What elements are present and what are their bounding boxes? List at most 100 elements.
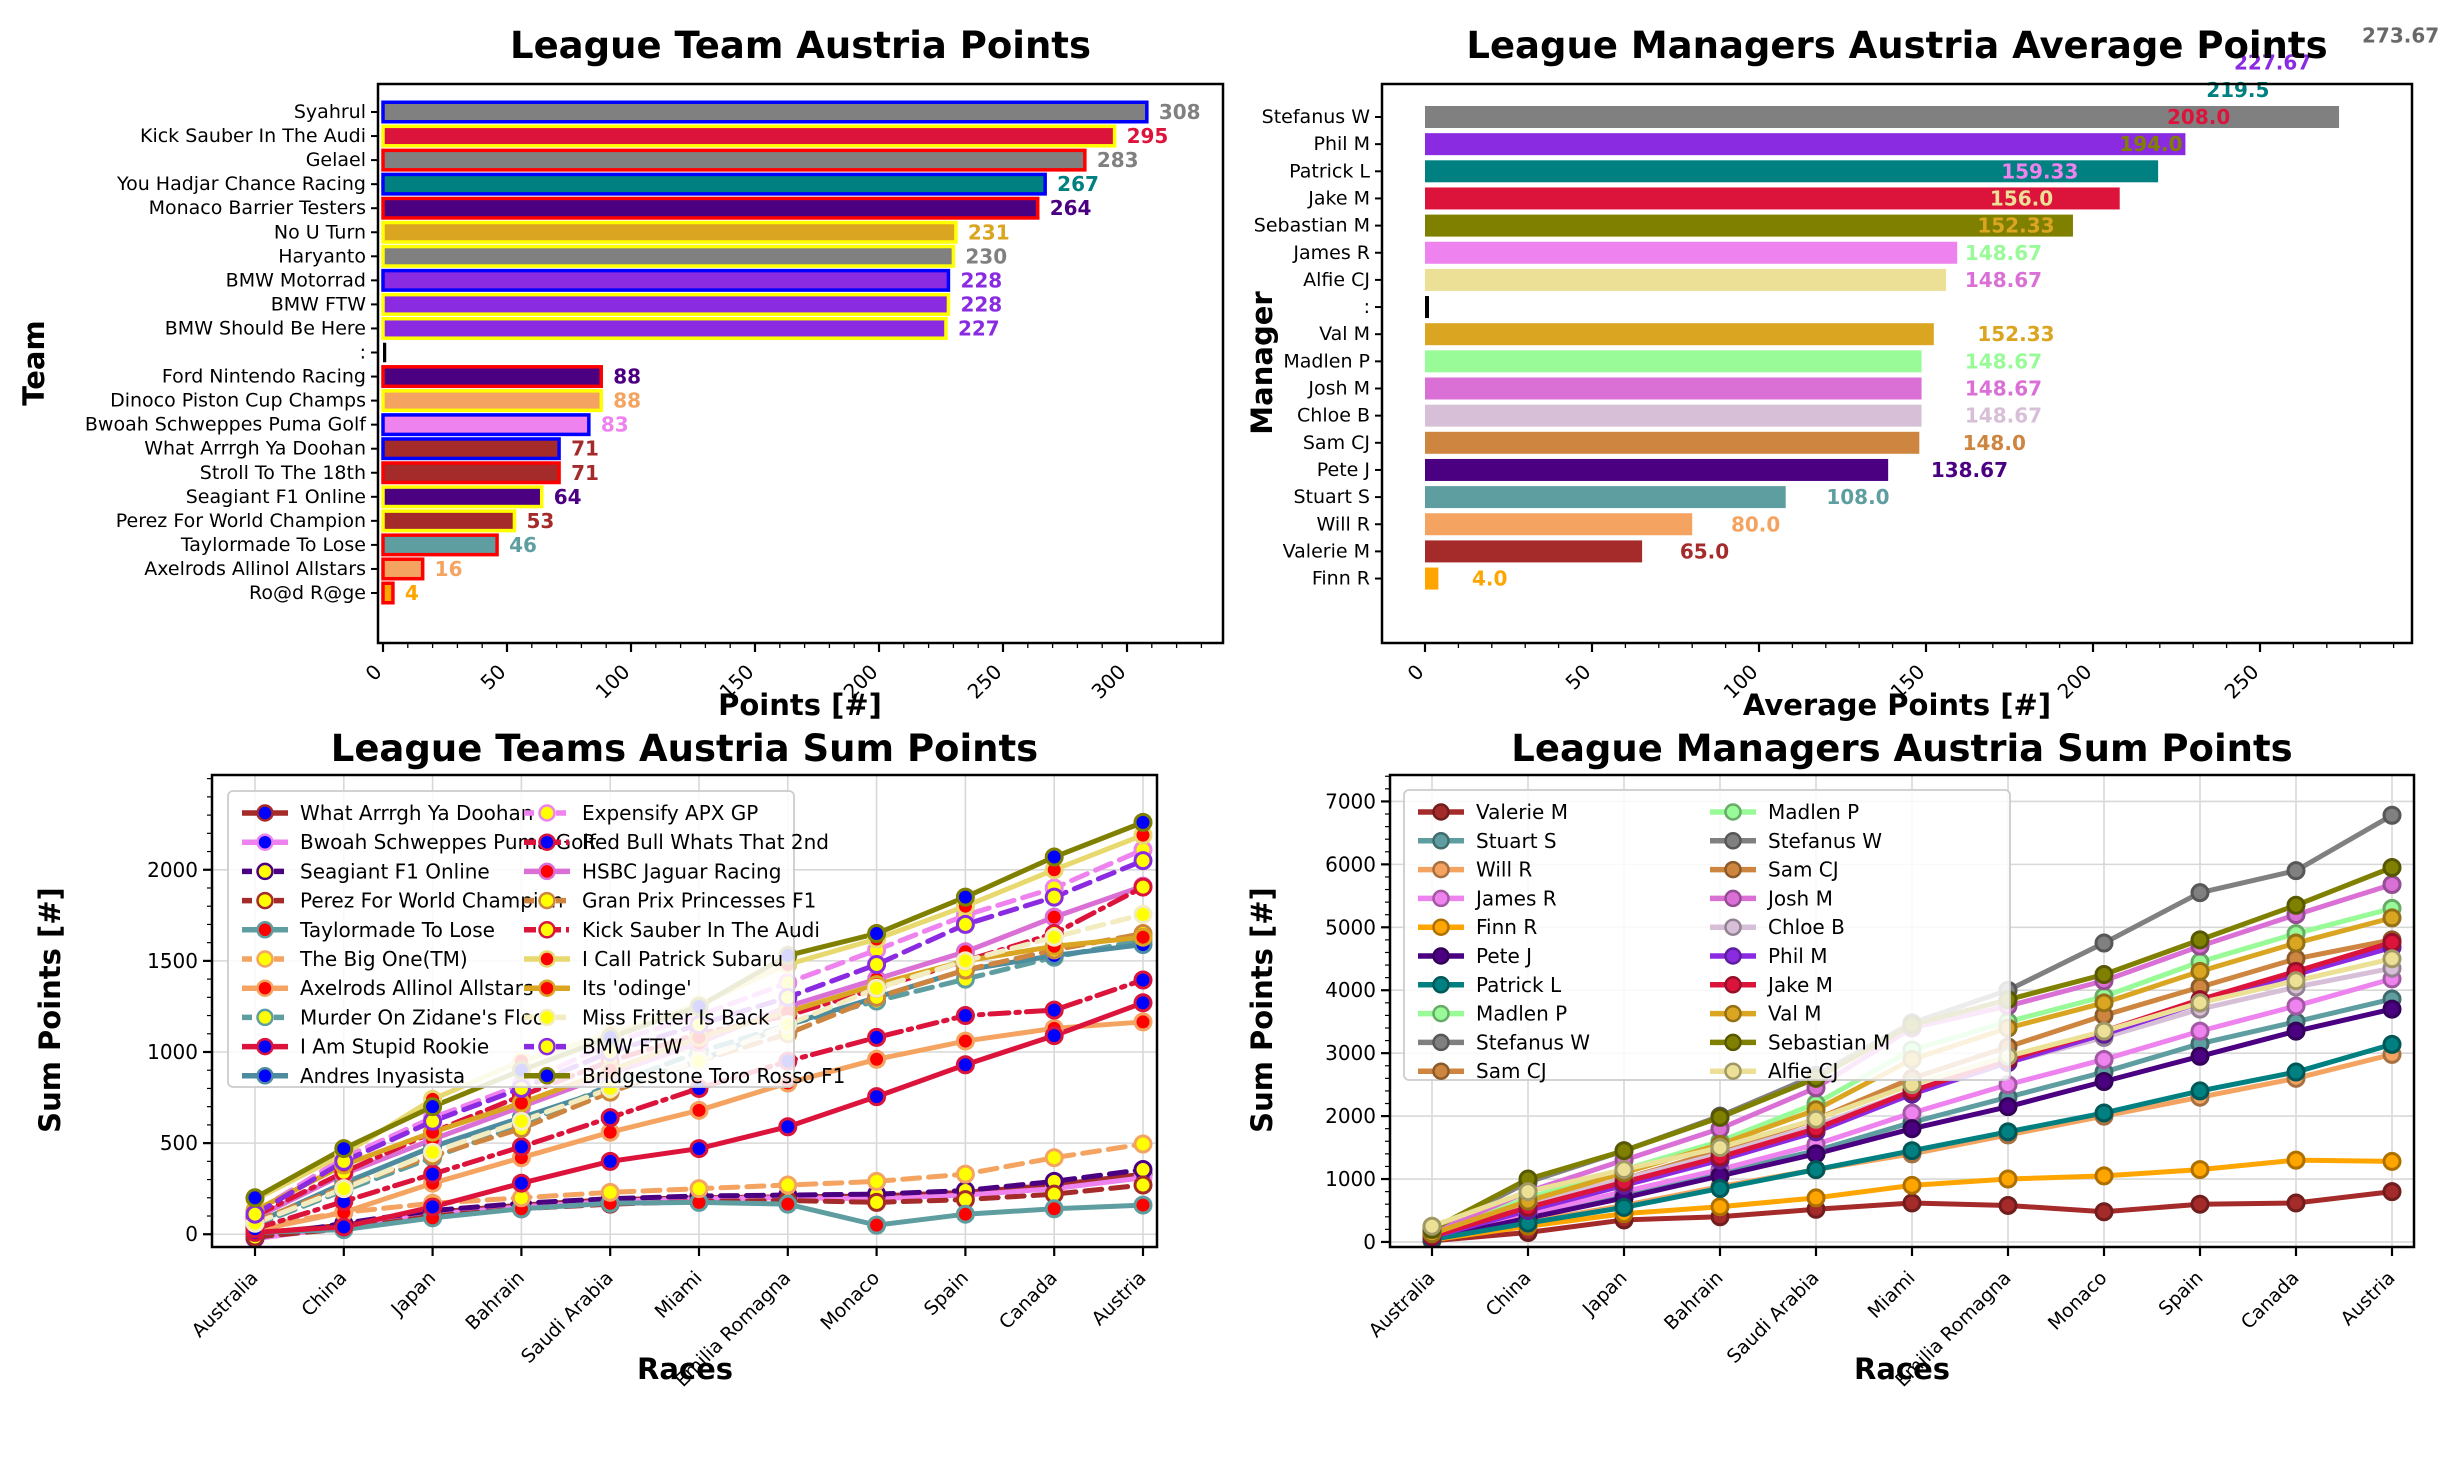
legend-label: Red Bull Whats That 2nd — [582, 830, 829, 854]
marker — [778, 1117, 798, 1137]
bar — [381, 485, 544, 509]
bar — [1425, 187, 2120, 210]
legend-label: The Big One(TM) — [299, 947, 468, 971]
marker — [1710, 1197, 1730, 1217]
bar-value-label: 71 — [571, 461, 599, 485]
bar-value-label: 194.0 — [2119, 132, 2182, 156]
x-tick-label: Japan — [1578, 1267, 1632, 1321]
legend-marker — [538, 862, 556, 881]
marker — [867, 955, 887, 975]
legend-item: Andres Inyasista — [242, 1064, 465, 1088]
title-teams-sum: League Teams Austria Sum Points — [330, 727, 1039, 770]
bar — [381, 268, 951, 292]
bar-value-label: 108.0 — [1826, 485, 1889, 509]
bar-value-label: 46 — [509, 533, 537, 557]
legend-marker — [538, 833, 556, 851]
bar-category-label: Phil M — [1314, 133, 1371, 155]
legend-item: I Am Stupid Rookie — [242, 1035, 489, 1059]
x-tick-label: Bahrain — [461, 1267, 529, 1335]
marker — [423, 1097, 443, 1117]
marker — [1710, 1178, 1730, 1198]
legend-item: Valerie M — [1418, 800, 1568, 824]
bar — [381, 172, 1047, 196]
legend-label: Madlen P — [1768, 800, 1859, 824]
marker — [955, 1164, 975, 1184]
legend-label: Sebastian M — [1768, 1030, 1890, 1054]
marker — [2190, 993, 2210, 1013]
y-tick-label: 2000 — [1325, 1104, 1376, 1128]
axes-frame — [1380, 82, 2414, 645]
marker — [867, 1027, 887, 1047]
legend-marker — [1724, 889, 1742, 908]
marker — [867, 1215, 887, 1235]
legend-label: Miss Fritter Is Back — [582, 1005, 770, 1029]
bar — [1425, 431, 1920, 454]
title-team-points: League Team Austria Points — [510, 24, 1091, 67]
bar — [1425, 567, 1439, 590]
legend-marker — [256, 862, 274, 881]
axes-frame — [376, 82, 1225, 645]
bar-value-label: 4.0 — [1472, 567, 1507, 591]
bar-category-label: Perez For World Champion — [116, 510, 366, 532]
bar-value-label: 4 — [405, 581, 419, 605]
marker — [1710, 1107, 1730, 1127]
bar-value-label: 71 — [571, 437, 599, 461]
legend-marker — [1724, 832, 1742, 850]
x-tick-label: Monaco — [2044, 1267, 2112, 1335]
x-tick-label: Austria — [2337, 1267, 2400, 1330]
bar-category-label: James R — [1292, 242, 1370, 264]
bar-category-label: BMW Should Be Here — [165, 317, 366, 339]
bar-value-label: 148.0 — [1963, 431, 2026, 455]
bar-category-label: What Arrrgh Ya Doohan — [144, 438, 366, 460]
legend-marker — [538, 950, 556, 968]
bar-category-label: Dinoco Piston Cup Champs — [110, 390, 366, 412]
legend-marker — [1724, 803, 1742, 821]
xlabel-team-points: Points [#] — [718, 688, 882, 722]
bar-category-label: : — [360, 342, 366, 364]
marker — [1044, 927, 1064, 947]
marker — [1902, 1119, 1922, 1139]
y-tick-label: 0 — [185, 1222, 198, 1246]
legend-item: Stefanus W — [1418, 1030, 1590, 1054]
y-tick-label: 1000 — [1325, 1167, 1376, 1191]
x-tick-label: Spain — [2154, 1267, 2207, 1320]
legend-label: What Arrrgh Ya Doohan — [300, 801, 534, 825]
bar — [381, 220, 958, 244]
x-tick-label: 250 — [2220, 660, 2264, 704]
marker — [511, 1173, 531, 1193]
marker — [1133, 851, 1153, 871]
legend-item: Perez For World Champion — [242, 889, 563, 913]
legend-item: Murder On Zidane's Floor — [242, 1005, 554, 1029]
ylabel-manager-average: Manager — [1245, 291, 1279, 435]
legend-item: HSBC Jaguar Racing — [524, 859, 781, 883]
marker — [2190, 1046, 2210, 1066]
marker — [1614, 1141, 1634, 1161]
marker — [600, 1108, 620, 1128]
bar — [1425, 268, 1947, 291]
bar-value-label: 148.67 — [1965, 349, 2042, 373]
legend-label: Pete J — [1476, 944, 1532, 968]
legend-item: Will R — [1418, 858, 1532, 882]
axes-frame — [1388, 773, 2416, 1249]
bar-value-label: 228 — [960, 292, 1002, 316]
bar-category-label: Syahrul — [294, 101, 366, 123]
marker — [2382, 949, 2402, 969]
legend-item: Taylormade To Lose — [242, 918, 495, 942]
legend-marker — [256, 891, 274, 910]
legend-marker — [256, 804, 274, 822]
marker — [1044, 1026, 1064, 1046]
legend-label: Stuart S — [1476, 829, 1557, 853]
legend-marker — [1724, 1062, 1742, 1080]
xlabel-manager-average: Average Points [#] — [1742, 688, 2052, 722]
marker — [2382, 1182, 2402, 1202]
bar-category-label: Patrick L — [1289, 160, 1370, 182]
y-tick-label: 0 — [1363, 1230, 1376, 1254]
bar-category-label: Josh M — [1307, 378, 1370, 400]
x-tick-label: Miami — [651, 1267, 707, 1323]
bar — [381, 437, 561, 461]
marker — [955, 914, 975, 934]
x-tick-label: Miami — [1864, 1267, 1920, 1323]
bar-category-label: Haryanto — [278, 245, 366, 267]
x-tick-label: 300 — [1087, 660, 1131, 704]
x-tick-label: Saudi Arabia — [517, 1267, 618, 1368]
